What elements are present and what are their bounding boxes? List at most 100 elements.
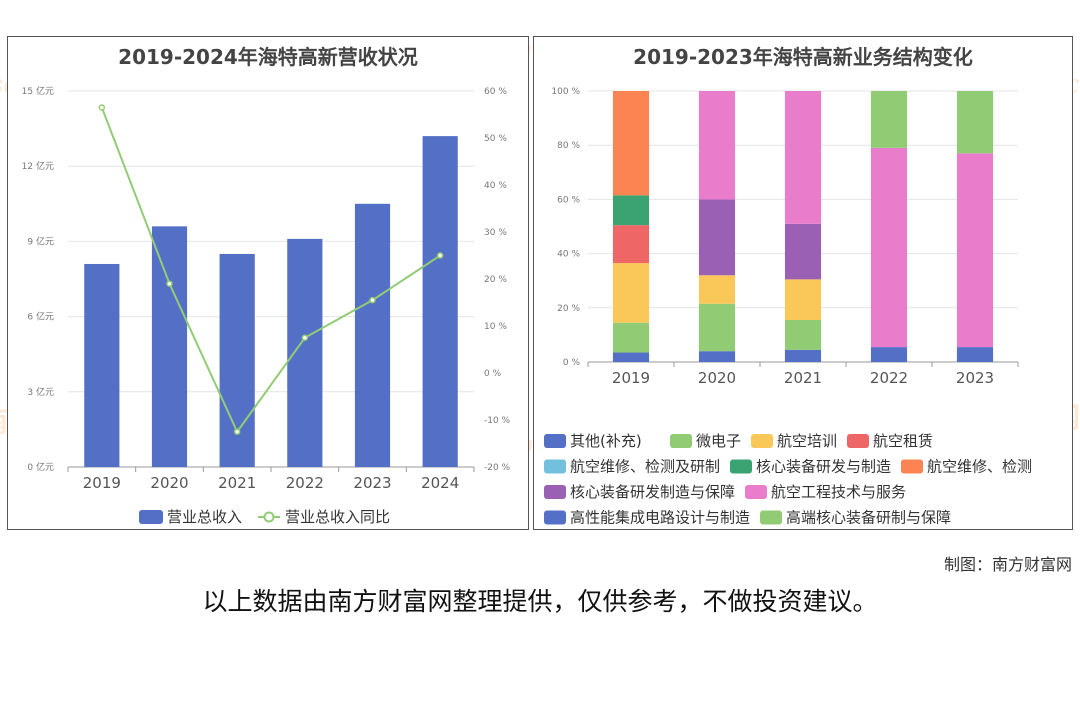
stack-segment — [784, 279, 822, 320]
growth-point — [98, 104, 106, 111]
legend-swatch — [847, 434, 869, 448]
x-tick-label: 2019 — [612, 369, 650, 387]
stack-segment — [956, 91, 994, 154]
legend-label: 航空租赁 — [873, 432, 933, 450]
y-tick-left: 9 亿元 — [27, 235, 54, 247]
y-tick-right: 30 % — [484, 228, 507, 238]
legend-label: 航空工程技术与服务 — [771, 483, 906, 501]
x-tick-label: 2022 — [286, 474, 324, 492]
y-tick: 40 % — [557, 250, 580, 260]
revenue-bar — [151, 226, 188, 467]
x-tick-label: 2020 — [150, 474, 188, 492]
y-tick-left: 15 亿元 — [22, 85, 54, 97]
x-tick-label: 2021 — [784, 369, 822, 387]
y-tick-right: 0 % — [484, 369, 502, 379]
growth-point — [301, 334, 309, 341]
stack-segment — [612, 225, 650, 264]
revenue-chart: 0 亿元 3 亿元 6 亿元 9 亿元 12 亿元 15 亿元 -20 % -10 % 0 % 1… — [22, 85, 511, 526]
legend-label-revenue: 营业总收入 — [167, 508, 242, 526]
legend-swatch — [901, 459, 923, 474]
legend-swatch — [745, 485, 767, 499]
y-tick-right: 60 % — [484, 87, 507, 97]
stack-segment — [612, 195, 650, 226]
y-tick-right: -20 % — [484, 463, 511, 473]
legend-label: 高端核心装备研制与保障 — [786, 509, 951, 527]
business-structure-panel: 2019-2023年海特高新业务结构变化 0 % 20 % 40 % 60 % 80 %… — [533, 36, 1073, 530]
stack-segment — [612, 322, 650, 353]
legend-swatch — [730, 459, 752, 474]
y-tick-left: 12 亿元 — [22, 160, 54, 172]
legend-swatch — [760, 510, 782, 525]
legend-swatch — [670, 434, 692, 448]
growth-point — [166, 280, 173, 287]
stack-segment — [956, 153, 994, 348]
x-tick-label: 2023 — [353, 474, 391, 492]
stack-segment — [870, 147, 908, 348]
stack-segment — [698, 351, 736, 362]
y-tick: 100 % — [551, 87, 580, 97]
growth-point — [233, 428, 241, 435]
revenue-bar — [84, 263, 120, 467]
revenue-bar — [422, 136, 458, 467]
stack-segment — [956, 347, 994, 362]
y-tick-right: 20 % — [484, 275, 507, 285]
growth-line — [100, 107, 441, 434]
y-tick: 60 % — [557, 195, 580, 205]
y-tick-right: -10 % — [484, 416, 511, 426]
stack-segment — [612, 352, 650, 362]
legend-label: 微电子 — [696, 432, 741, 450]
stack-segment — [698, 303, 736, 352]
business-structure-title: 2019-2023年海特高新业务结构变化 — [633, 45, 973, 69]
revenue-bar — [354, 203, 391, 468]
y-tick-left: 6 亿元 — [27, 311, 54, 323]
legend-label: 航空维修、检测及研制 — [570, 458, 720, 476]
legend-swatch-revenue — [139, 510, 163, 524]
revenue-bar — [287, 238, 323, 467]
legend-label: 航空培训 — [777, 432, 837, 450]
business-structure-chart: 0 % 20 % 40 % 60 % 80 % 100 % 2019 2020 2021 2022… — [544, 87, 1032, 527]
x-tick-label: 2022 — [870, 369, 908, 387]
stack-segment — [784, 319, 822, 350]
legend-label: 核心装备研发与制造 — [756, 458, 891, 476]
y-tick: 20 % — [557, 304, 580, 314]
x-tick-label: 2019 — [83, 474, 121, 492]
stack-segment — [870, 91, 908, 148]
chart-credit: 制图：南方财富网 — [943, 555, 1072, 574]
stack-segment — [698, 199, 736, 276]
legend-swatch — [544, 434, 566, 448]
legend-swatch — [751, 434, 773, 448]
x-tick-label: 2024 — [421, 474, 459, 492]
y-tick-right: 40 % — [484, 181, 507, 191]
y-tick-right: 50 % — [484, 134, 507, 144]
y-tick-right: 10 % — [484, 322, 507, 332]
disclaimer-text: 以上数据由南方财富网整理提供，仅供参考，不做投资建议。 — [202, 587, 878, 616]
growth-point — [369, 296, 376, 304]
legend-swatch — [544, 510, 566, 525]
growth-point — [436, 252, 444, 259]
legend-marker-growth — [263, 511, 275, 523]
legend-label: 高性能集成电路设计与制造 — [570, 509, 750, 527]
stack-segment — [698, 91, 736, 200]
revenue-chart-title: 2019-2024年海特高新营收状况 — [118, 45, 418, 69]
legend-swatch — [544, 459, 566, 474]
stack-segment — [698, 275, 736, 304]
revenue-bar — [219, 253, 255, 467]
legend-label: 航空维修、检测 — [927, 458, 1032, 476]
stack-segment — [784, 349, 822, 362]
x-tick-label: 2023 — [956, 369, 994, 387]
legend-label-growth: 营业总收入同比 — [285, 508, 390, 526]
legend-label: 其他(补充) — [570, 432, 642, 450]
stack-segment — [784, 91, 822, 224]
revenue-chart-panel: 2019-2024年海特高新营收状况 0 亿元 3 亿元 6 亿元 9 亿元 12 亿元… — [7, 36, 529, 530]
legend-label: 核心装备研发制造与保障 — [570, 483, 735, 501]
stack-segment — [784, 223, 822, 280]
stack-segment — [612, 91, 650, 196]
x-tick-label: 2021 — [218, 474, 256, 492]
y-tick: 0 % — [563, 358, 581, 368]
legend-swatch — [544, 485, 566, 499]
y-tick-left: 3 亿元 — [27, 386, 54, 398]
x-tick-label: 2020 — [698, 369, 736, 387]
stack-segment — [870, 347, 908, 362]
stack-segment — [612, 263, 650, 323]
y-tick: 80 % — [557, 141, 580, 151]
